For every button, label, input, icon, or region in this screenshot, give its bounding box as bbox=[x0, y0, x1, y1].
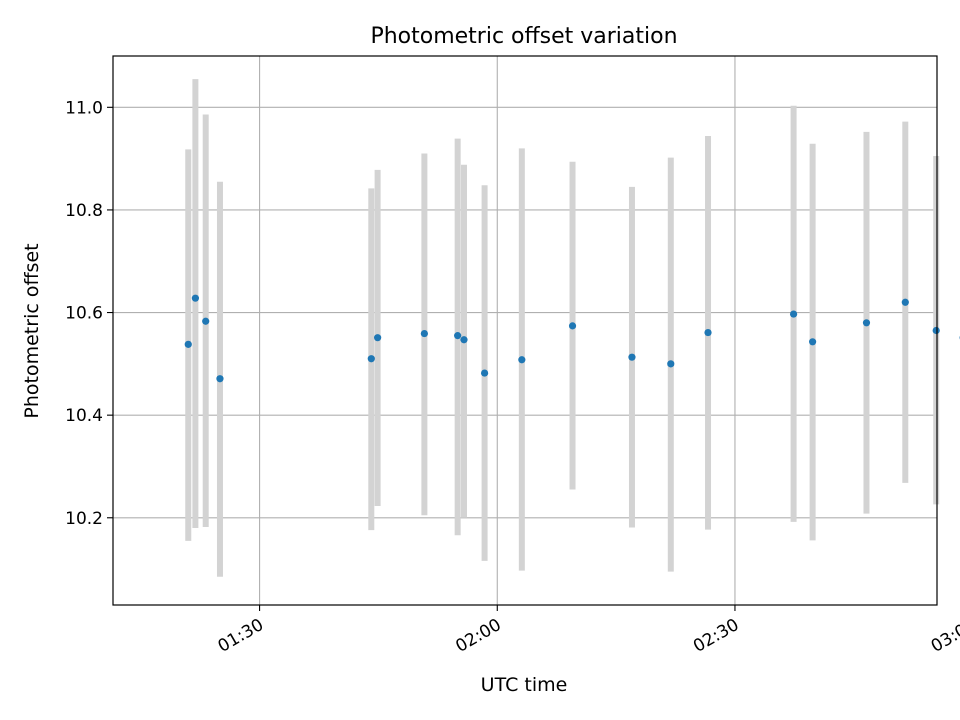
x-axis-label: UTC time bbox=[481, 674, 568, 696]
data-point bbox=[667, 360, 675, 368]
data-point bbox=[480, 369, 489, 377]
y-axis-ticks: 10.2 10.4 10.6 10.8 11.0 bbox=[65, 98, 113, 529]
data-point bbox=[420, 329, 428, 338]
y-axis-label: Photometric offset bbox=[21, 243, 43, 418]
y-tick-label: 10.8 bbox=[65, 201, 103, 221]
data-point bbox=[809, 338, 817, 346]
y-tick-label: 10.6 bbox=[65, 304, 103, 324]
y-tick-label: 11.0 bbox=[65, 98, 103, 118]
grid-lines bbox=[113, 56, 937, 605]
plot-frame bbox=[112, 55, 938, 606]
data-point bbox=[568, 322, 577, 330]
data-point bbox=[628, 353, 636, 361]
x-tick-label: 02:30 bbox=[690, 615, 742, 657]
data-point bbox=[704, 328, 712, 337]
x-tick-label: 03:00 bbox=[928, 615, 960, 657]
data-point bbox=[367, 355, 375, 363]
x-tick-label: 01:30 bbox=[215, 615, 267, 657]
data-points bbox=[184, 294, 960, 383]
data-point bbox=[216, 375, 224, 383]
y-tick-label: 10.2 bbox=[65, 509, 103, 529]
data-point bbox=[191, 294, 199, 302]
data-point bbox=[460, 336, 468, 344]
data-point bbox=[518, 356, 526, 364]
data-point bbox=[202, 317, 210, 325]
y-tick-label: 10.4 bbox=[65, 406, 103, 426]
data-point bbox=[789, 310, 798, 318]
chart-title: Photometric offset variation bbox=[370, 24, 677, 49]
data-point bbox=[454, 332, 462, 340]
data-point bbox=[184, 340, 192, 348]
data-point bbox=[901, 298, 909, 306]
data-point bbox=[932, 326, 940, 335]
x-tick-label: 02:00 bbox=[452, 615, 504, 657]
data-point bbox=[374, 334, 382, 342]
data-point bbox=[862, 319, 871, 327]
